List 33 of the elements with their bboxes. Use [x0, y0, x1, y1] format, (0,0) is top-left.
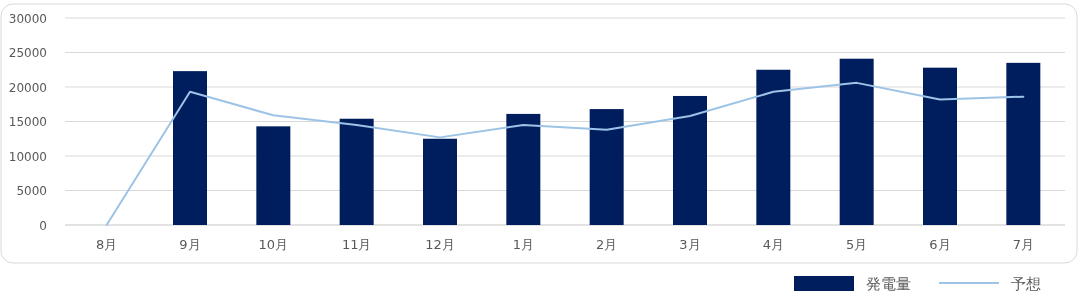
bar	[256, 126, 291, 225]
x-tick-label: 3月	[679, 237, 701, 252]
bar	[673, 95, 707, 225]
y-tick-label: 0	[39, 218, 47, 233]
x-tick-label: 7月	[1012, 237, 1034, 252]
y-tick-label: 20000	[8, 80, 47, 95]
x-tick-label: 5月	[846, 237, 868, 252]
x-tick-label: 1月	[512, 237, 534, 252]
y-tick-label: 30000	[8, 11, 47, 26]
y-tick-label: 25000	[8, 46, 47, 60]
x-tick-label: 12月	[425, 237, 455, 252]
bar	[589, 109, 624, 225]
bar	[923, 67, 957, 225]
bar	[339, 118, 374, 225]
bar	[506, 113, 541, 225]
bar	[1006, 62, 1041, 225]
x-tick-label: 8月	[96, 237, 118, 252]
bar	[423, 138, 457, 225]
x-tick-label: 9月	[179, 237, 201, 252]
x-tick-label: 4月	[762, 237, 784, 252]
y-tick-label: 10000	[8, 149, 47, 164]
y-tick-label: 15000	[8, 115, 47, 129]
line-series	[105, 81, 1025, 226]
x-tick-label: 10月	[258, 237, 289, 252]
x-tick-label: 2月	[596, 237, 618, 252]
bar	[756, 69, 791, 225]
x-tick-label: 11月	[341, 237, 372, 252]
legend-label: 予想	[1011, 274, 1041, 293]
bar	[173, 71, 207, 225]
y-tick-label: 5000	[16, 184, 47, 198]
bar	[839, 58, 874, 225]
legend-label: 発電量	[866, 274, 911, 293]
x-tick-label: 6月	[929, 237, 951, 252]
